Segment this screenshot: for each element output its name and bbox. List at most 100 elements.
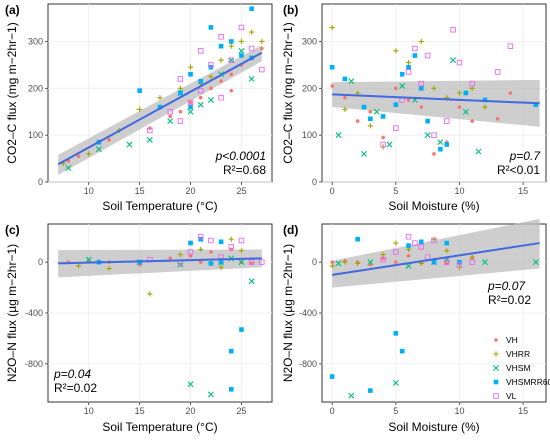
data-point	[481, 259, 488, 266]
data-point	[228, 236, 234, 242]
data-point	[218, 34, 224, 40]
data-point	[361, 150, 367, 157]
data-point	[418, 86, 424, 91]
panel-d-fit-line	[332, 242, 540, 276]
data-point	[248, 278, 255, 285]
panel-b: (b) 0 5 10 15 0 100 200 300 p=0.7 R²<0.01 Soil …	[281, 3, 547, 213]
legend-label: VHRR	[506, 349, 530, 359]
data-point	[532, 259, 539, 266]
data-point	[219, 79, 223, 84]
x-tick-label: 10	[454, 406, 464, 416]
y-tick-label: -400	[299, 308, 317, 318]
data-point	[342, 259, 348, 265]
x-tick-label: 15	[135, 186, 145, 196]
data-point	[208, 261, 214, 266]
data-point	[75, 263, 82, 269]
data-point	[355, 260, 361, 267]
data-point	[239, 327, 244, 332]
panel-b-r-squared: R²<0.01	[497, 163, 540, 177]
panel-c-fit-line	[58, 257, 262, 265]
data-point	[147, 127, 153, 134]
panel-c-y-axis-title: N2O–N flux (µg m−2hr−1)	[5, 244, 19, 382]
data-point	[249, 6, 254, 11]
y-tick-label: 300	[28, 36, 43, 46]
data-point	[187, 381, 194, 388]
data-point	[412, 45, 418, 52]
data-point	[207, 391, 214, 398]
x-tick-label: 10	[454, 186, 464, 196]
data-point	[469, 80, 475, 87]
legend-label: VHSM	[506, 363, 531, 373]
panel-c-r-squared: R²=0.02	[54, 381, 97, 395]
data-point	[424, 132, 431, 139]
data-point	[380, 251, 386, 258]
panel-c-marks: 10 15 20 25 -800 -400 0	[25, 224, 272, 416]
data-point	[405, 59, 412, 66]
data-point	[494, 69, 501, 75]
panel-b-label: (b)	[283, 3, 298, 17]
data-point	[197, 87, 204, 94]
data-point	[443, 259, 450, 265]
data-point	[238, 248, 245, 254]
data-point	[418, 38, 424, 45]
panel-b-p-value: p=0.7	[509, 149, 542, 163]
data-point	[470, 119, 474, 123]
data-point	[418, 244, 425, 250]
data-point	[469, 254, 475, 260]
data-point	[259, 66, 265, 73]
data-point	[482, 104, 488, 110]
x-tick-label: 5	[393, 186, 398, 196]
y-tick-label: 0	[38, 177, 43, 187]
data-point	[406, 243, 411, 248]
data-point	[355, 119, 360, 123]
data-point	[157, 104, 163, 110]
panel-b-fit-line	[332, 93, 540, 105]
data-point	[507, 43, 514, 49]
data-point	[393, 102, 399, 108]
data-point	[508, 91, 513, 95]
data-point	[107, 138, 111, 142]
data-point	[228, 39, 234, 44]
data-point	[348, 78, 355, 85]
panel-c-label: (c)	[5, 223, 20, 237]
data-point	[342, 76, 348, 82]
data-point	[238, 47, 245, 54]
data-point	[218, 43, 224, 49]
data-point	[260, 46, 264, 51]
data-point	[406, 253, 411, 258]
legend-marker	[494, 338, 498, 342]
data-point	[444, 240, 450, 246]
data-point	[187, 249, 194, 255]
data-point	[386, 141, 393, 148]
data-point	[380, 256, 386, 263]
data-point	[229, 72, 234, 77]
data-point	[405, 233, 412, 240]
data-point	[248, 259, 255, 265]
x-tick-label: 10	[84, 406, 94, 416]
x-tick-label: 25	[236, 406, 246, 416]
panel-d-label: (d)	[283, 223, 298, 237]
data-point	[450, 27, 456, 33]
legend-item-vh: VH	[494, 335, 518, 345]
data-point	[495, 116, 500, 121]
data-point	[329, 24, 335, 31]
data-point	[238, 259, 245, 266]
data-point	[475, 148, 482, 155]
data-point	[380, 114, 386, 119]
panel-b-x-axis-title: Soil Moisture (%)	[388, 199, 479, 213]
data-point	[86, 151, 92, 157]
data-point	[188, 104, 193, 110]
panel-d-legend: VH VHRR VHSM VHSMRR60 VL	[493, 335, 550, 401]
data-point	[197, 48, 204, 54]
data-point	[126, 141, 133, 148]
y-tick-label: 0	[312, 177, 317, 187]
x-tick-label: 20	[186, 186, 196, 196]
data-point	[218, 239, 224, 245]
data-point	[335, 260, 342, 267]
legend-label: VHSMRR60	[506, 377, 550, 387]
y-tick-label: -800	[25, 359, 43, 369]
panel-a-x-axis-title: Soil Temperature (°C)	[102, 199, 217, 213]
data-point	[348, 392, 355, 399]
data-point	[238, 237, 245, 244]
